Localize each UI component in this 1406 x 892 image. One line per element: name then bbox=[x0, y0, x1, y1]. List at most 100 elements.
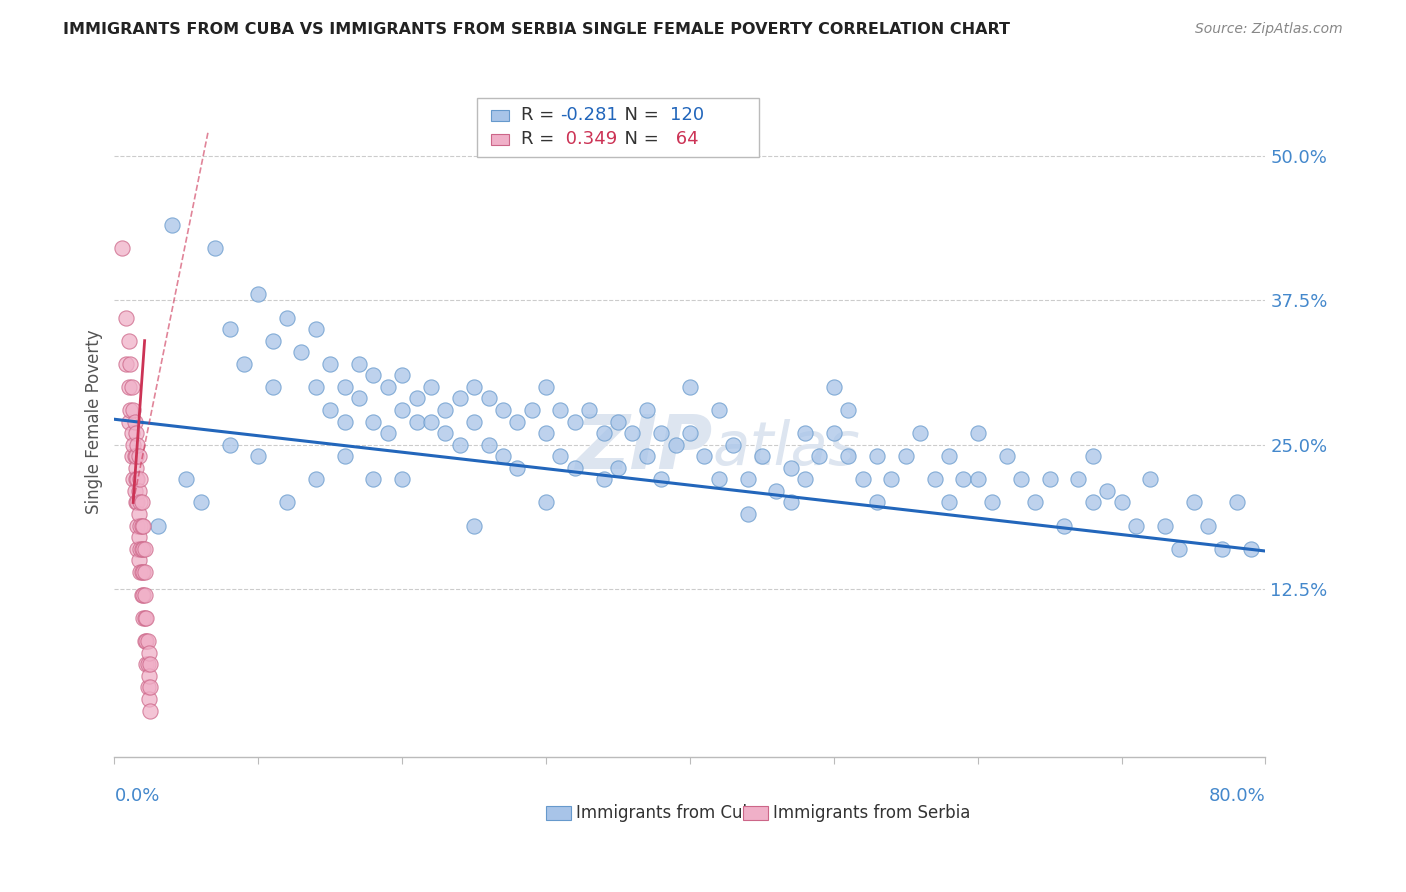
Point bbox=[1081, 495, 1104, 509]
Point bbox=[305, 380, 328, 394]
Point bbox=[276, 495, 298, 509]
Point bbox=[333, 415, 356, 429]
Point bbox=[592, 472, 614, 486]
Point bbox=[122, 472, 145, 486]
Point bbox=[592, 426, 614, 441]
Point bbox=[139, 704, 162, 718]
Point bbox=[262, 380, 284, 394]
Point bbox=[138, 669, 160, 683]
FancyBboxPatch shape bbox=[742, 805, 768, 821]
Point bbox=[129, 518, 152, 533]
Point bbox=[160, 218, 183, 232]
Point bbox=[139, 657, 162, 672]
Point bbox=[128, 449, 150, 463]
Point bbox=[621, 426, 644, 441]
Point bbox=[981, 495, 1004, 509]
Point bbox=[120, 403, 142, 417]
Point bbox=[1153, 518, 1175, 533]
Point bbox=[779, 460, 801, 475]
Point bbox=[578, 403, 600, 417]
Point bbox=[938, 449, 960, 463]
Point bbox=[122, 438, 145, 452]
Point bbox=[218, 322, 240, 336]
Text: N =: N = bbox=[613, 106, 664, 124]
Point bbox=[1197, 518, 1219, 533]
Point bbox=[492, 449, 515, 463]
Point bbox=[134, 634, 156, 648]
Point bbox=[131, 518, 153, 533]
Point bbox=[1125, 518, 1147, 533]
Text: 64: 64 bbox=[671, 130, 699, 148]
Point bbox=[1067, 472, 1090, 486]
Point bbox=[751, 449, 773, 463]
Point bbox=[794, 472, 817, 486]
Point bbox=[463, 415, 485, 429]
Point bbox=[134, 541, 156, 556]
Point bbox=[125, 472, 148, 486]
Point bbox=[520, 403, 543, 417]
Point bbox=[319, 403, 342, 417]
Point bbox=[837, 449, 859, 463]
Point bbox=[377, 380, 399, 394]
Point bbox=[1010, 472, 1032, 486]
Point bbox=[506, 460, 529, 475]
Point bbox=[837, 403, 859, 417]
Point bbox=[333, 449, 356, 463]
Point bbox=[679, 426, 702, 441]
Point bbox=[1095, 483, 1118, 498]
Point bbox=[305, 472, 328, 486]
Point bbox=[707, 472, 730, 486]
Point bbox=[131, 495, 153, 509]
Point bbox=[127, 518, 149, 533]
Point bbox=[131, 565, 153, 579]
Point bbox=[247, 449, 270, 463]
Point bbox=[636, 403, 658, 417]
Point bbox=[146, 518, 169, 533]
Point bbox=[420, 415, 443, 429]
Point bbox=[136, 681, 159, 695]
Point bbox=[128, 483, 150, 498]
Point bbox=[1139, 472, 1161, 486]
Point bbox=[124, 415, 146, 429]
Point bbox=[129, 472, 152, 486]
Point bbox=[924, 472, 946, 486]
Point bbox=[737, 472, 759, 486]
Point bbox=[550, 403, 572, 417]
Point bbox=[121, 426, 143, 441]
Point bbox=[693, 449, 716, 463]
Point bbox=[391, 472, 413, 486]
Point bbox=[679, 380, 702, 394]
Point bbox=[434, 403, 457, 417]
Point bbox=[333, 380, 356, 394]
Point bbox=[132, 565, 155, 579]
Point bbox=[232, 357, 254, 371]
Point bbox=[405, 415, 427, 429]
Point bbox=[118, 415, 141, 429]
Point bbox=[794, 426, 817, 441]
Point bbox=[131, 541, 153, 556]
Point bbox=[118, 380, 141, 394]
Point bbox=[128, 530, 150, 544]
Point bbox=[135, 611, 157, 625]
Point bbox=[534, 426, 557, 441]
Point bbox=[363, 472, 385, 486]
Point bbox=[247, 287, 270, 301]
Point bbox=[134, 611, 156, 625]
Point bbox=[132, 518, 155, 533]
Point bbox=[1240, 541, 1263, 556]
Text: -0.281: -0.281 bbox=[560, 106, 617, 124]
Point bbox=[134, 588, 156, 602]
Text: IMMIGRANTS FROM CUBA VS IMMIGRANTS FROM SERBIA SINGLE FEMALE POVERTY CORRELATION: IMMIGRANTS FROM CUBA VS IMMIGRANTS FROM … bbox=[63, 22, 1011, 37]
Point bbox=[636, 449, 658, 463]
Point bbox=[721, 438, 744, 452]
Point bbox=[405, 392, 427, 406]
Point bbox=[305, 322, 328, 336]
Point bbox=[204, 241, 226, 255]
Point bbox=[866, 449, 889, 463]
Point bbox=[132, 611, 155, 625]
Point bbox=[138, 646, 160, 660]
Point bbox=[765, 483, 787, 498]
FancyBboxPatch shape bbox=[546, 805, 571, 821]
Point bbox=[995, 449, 1018, 463]
Point bbox=[823, 380, 845, 394]
